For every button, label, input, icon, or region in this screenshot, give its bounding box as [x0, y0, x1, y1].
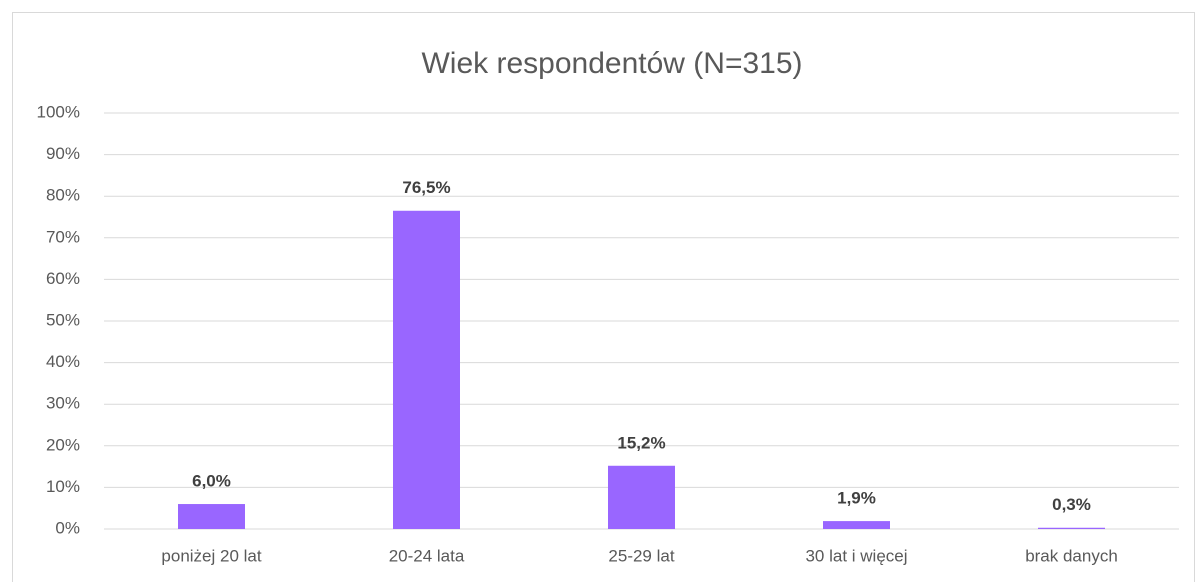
y-tick-label: 60%: [46, 269, 80, 288]
chart-border: [12, 12, 1195, 582]
x-tick-label: 25-29 lat: [608, 546, 674, 565]
bar: [393, 210, 460, 529]
y-tick-label: 100%: [37, 102, 80, 121]
bar: [178, 504, 245, 529]
y-tick-label: 10%: [46, 477, 80, 496]
y-tick-label: 40%: [46, 352, 80, 371]
y-tick-label: 0%: [55, 518, 80, 537]
data-label: 1,9%: [837, 489, 876, 508]
bar: [608, 465, 675, 529]
data-label: 6,0%: [192, 472, 231, 491]
bar: [823, 521, 890, 529]
x-tick-label: 20-24 lata: [389, 546, 465, 565]
y-tick-label: 20%: [46, 435, 80, 454]
chart-title: Wiek respondentów (N=315): [421, 47, 802, 80]
bar: [1038, 527, 1105, 529]
y-tick-label: 70%: [46, 227, 80, 246]
x-tick-label: 30 lat i więcej: [805, 546, 907, 565]
y-tick-label: 80%: [46, 186, 80, 205]
data-label: 76,5%: [402, 178, 450, 197]
x-tick-label: brak danych: [1025, 546, 1118, 565]
x-tick-label: poniżej 20 lat: [161, 546, 261, 565]
y-tick-label: 30%: [46, 394, 80, 413]
data-label: 15,2%: [617, 433, 665, 452]
y-tick-label: 50%: [46, 310, 80, 329]
y-tick-label: 90%: [46, 144, 80, 163]
data-label: 0,3%: [1052, 495, 1091, 514]
